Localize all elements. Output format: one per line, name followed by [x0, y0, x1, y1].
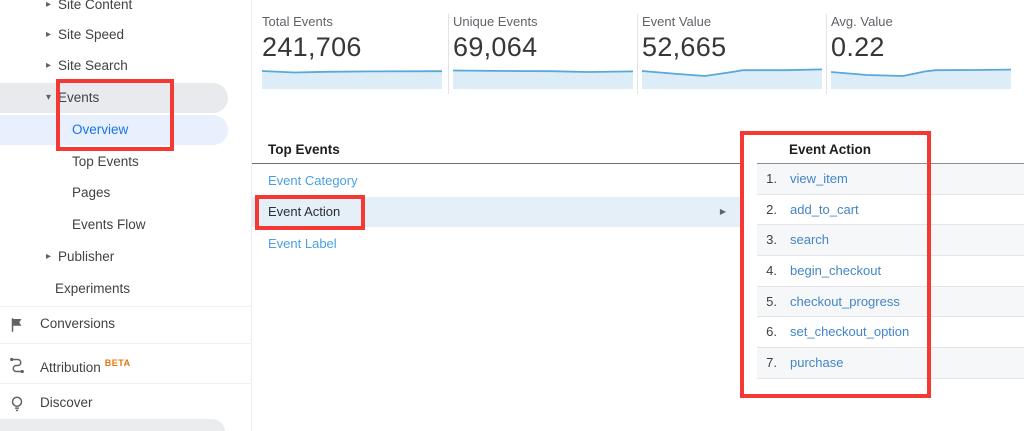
metric-value: 241,706	[262, 32, 362, 62]
card-divider	[826, 14, 827, 94]
event-action-selected-row[interactable]: Event Action ▶	[252, 197, 740, 227]
metric-card-total-events: Total Events 241,706	[262, 14, 442, 89]
event-action-link[interactable]: search	[790, 232, 830, 248]
sidebar-item-experiments[interactable]: Experiments	[0, 274, 252, 304]
chevron-right-icon: ▸	[46, 29, 52, 40]
sidebar-item-site-content[interactable]: ▸ Site Content	[0, 0, 252, 20]
event-action-link[interactable]: view_item	[790, 171, 848, 186]
event-action-link[interactable]: begin_checkout	[790, 263, 882, 279]
metric-card-event-value: Event Value 52,665	[642, 14, 822, 89]
sidebar-item-label: Discover	[40, 395, 93, 410]
sidebar-item-publisher[interactable]: ▸ Publisher	[0, 242, 252, 272]
sidebar-bottom-item-partial	[0, 419, 225, 431]
metric-label: Total Events	[262, 14, 333, 29]
table-row: 7. purchase	[757, 348, 1024, 379]
event-action-table-underline	[757, 163, 1024, 164]
row-number: 3.	[766, 232, 777, 248]
table-row: 5. checkout_progress	[757, 286, 1024, 318]
sidebar: ▸ Site Content ▸ Site Speed ▸ Site Searc…	[0, 0, 252, 431]
metric-label: Event Value	[642, 14, 712, 29]
metric-label: Unique Events	[453, 14, 538, 29]
row-number: 2.	[766, 201, 777, 217]
sidebar-item-pages[interactable]: Pages	[0, 178, 252, 208]
chevron-right-icon: ▸	[46, 251, 52, 262]
sidebar-item-site-speed[interactable]: ▸ Site Speed	[0, 20, 252, 50]
sidebar-item-label: Events Flow	[72, 217, 146, 232]
metric-value: 52,665	[642, 32, 727, 62]
sidebar-item-label: Site Speed	[58, 27, 125, 42]
chevron-down-icon: ▾	[46, 92, 52, 103]
event-action-link[interactable]: add_to_cart	[790, 201, 859, 217]
row-number: 7.	[766, 355, 777, 371]
metric-card-unique-events: Unique Events 69,064	[453, 14, 633, 89]
attribution-icon	[8, 354, 26, 374]
sidebar-divider	[0, 343, 252, 344]
sidebar-divider	[0, 383, 252, 384]
sidebar-item-label: Top Events	[72, 154, 139, 169]
sidebar-item-events-flow[interactable]: Events Flow	[0, 210, 252, 240]
event-action-link[interactable]: set_checkout_option	[790, 324, 910, 340]
sidebar-item-label: Conversions	[40, 316, 116, 331]
sidebar-item-label: Publisher	[58, 249, 115, 264]
row-number: 5.	[766, 293, 777, 309]
sidebar-divider	[0, 306, 252, 307]
metric-card-avg-value: Avg. Value 0.22	[831, 14, 1011, 89]
metric-value: 0.22	[831, 32, 885, 62]
row-number: 1.	[766, 171, 777, 186]
event-action-table-header: Event Action	[789, 142, 872, 157]
event-action-row-label: Event Action	[268, 204, 341, 219]
chevron-right-icon: ▸	[46, 0, 52, 10]
sidebar-item-label: Site Search	[58, 58, 128, 73]
sidebar-item-top-events[interactable]: Top Events	[0, 147, 252, 177]
top-events-underline	[252, 163, 740, 164]
flag-icon	[8, 315, 26, 333]
lightbulb-icon	[8, 394, 26, 412]
sidebar-item-overview[interactable]: Overview	[0, 115, 228, 145]
sidebar-item-label: Events	[58, 90, 100, 105]
sidebar-item-label: Experiments	[55, 281, 131, 296]
sidebar-item-site-search[interactable]: ▸ Site Search	[0, 51, 252, 81]
event-label-link[interactable]: Event Label	[268, 236, 337, 251]
sidebar-item-events[interactable]: ▾ Events	[0, 83, 228, 113]
row-number: 4.	[766, 263, 777, 279]
sidebar-item-discover[interactable]: Discover	[0, 388, 252, 418]
metric-label: Avg. Value	[831, 14, 893, 29]
sparkline-chart	[831, 68, 1011, 89]
sidebar-item-label: Site Content	[58, 0, 133, 12]
table-row: 4. begin_checkout	[757, 256, 1024, 287]
sidebar-item-conversions[interactable]: Conversions	[0, 309, 252, 339]
flyout-arrow-icon: ▶	[719, 207, 726, 216]
row-number: 6.	[766, 324, 777, 340]
card-divider	[637, 14, 638, 94]
event-category-link[interactable]: Event Category	[268, 173, 358, 188]
beta-badge: BETA	[104, 358, 131, 368]
event-action-link[interactable]: purchase	[790, 355, 844, 371]
event-action-table: 1. view_item 2. add_to_cart 3. search 4. beg…	[757, 164, 1024, 379]
sidebar-item-attribution[interactable]: Attribution BETA	[0, 348, 252, 378]
sidebar-item-label: Pages	[72, 185, 111, 200]
table-row: 2. add_to_cart	[757, 194, 1024, 226]
sidebar-item-label: Overview	[72, 122, 129, 137]
table-row: 6. set_checkout_option	[757, 317, 1024, 349]
event-action-link[interactable]: checkout_progress	[790, 293, 900, 309]
sparkline-chart	[453, 69, 633, 89]
top-events-title: Top Events	[268, 142, 340, 157]
metric-value: 69,064	[453, 32, 538, 62]
table-row: 3. search	[757, 225, 1024, 257]
sparkline-chart	[262, 70, 442, 89]
table-row: 1. view_item	[757, 164, 1024, 195]
chevron-right-icon: ▸	[46, 60, 52, 71]
sparkline-chart	[642, 68, 822, 89]
sidebar-item-label: Attribution	[40, 360, 101, 375]
card-divider	[448, 14, 449, 94]
